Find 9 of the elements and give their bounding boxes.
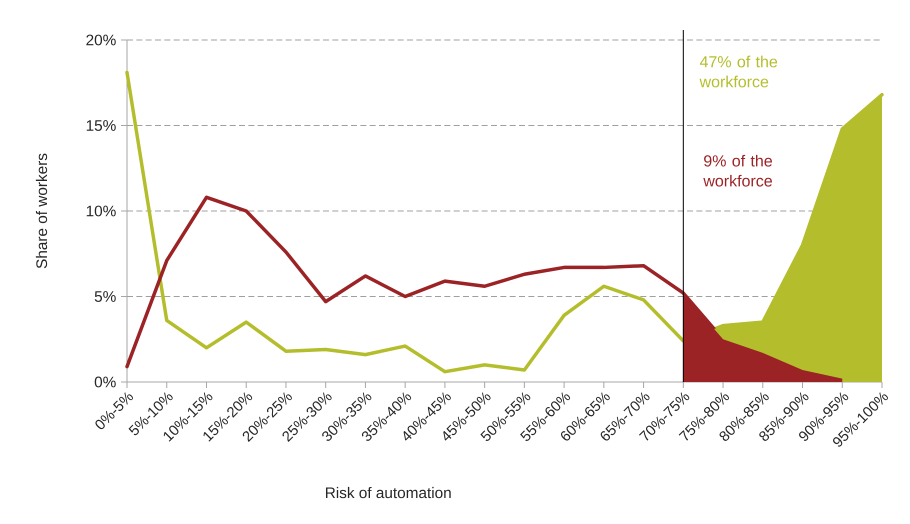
y-tick-label: 5% xyxy=(94,291,116,302)
y-tick-label: 0% xyxy=(94,376,116,388)
y-tick-label: 15% xyxy=(86,120,116,131)
y-axis-title: Share of workers xyxy=(36,154,48,268)
x-axis-title: Risk of automation xyxy=(326,486,451,498)
y-tick-label: 10% xyxy=(86,206,116,216)
annotation: 47% of the workforce xyxy=(700,56,778,88)
annotation: 9% of the workforce xyxy=(703,154,772,187)
y-tick-label: 20% xyxy=(86,34,116,46)
